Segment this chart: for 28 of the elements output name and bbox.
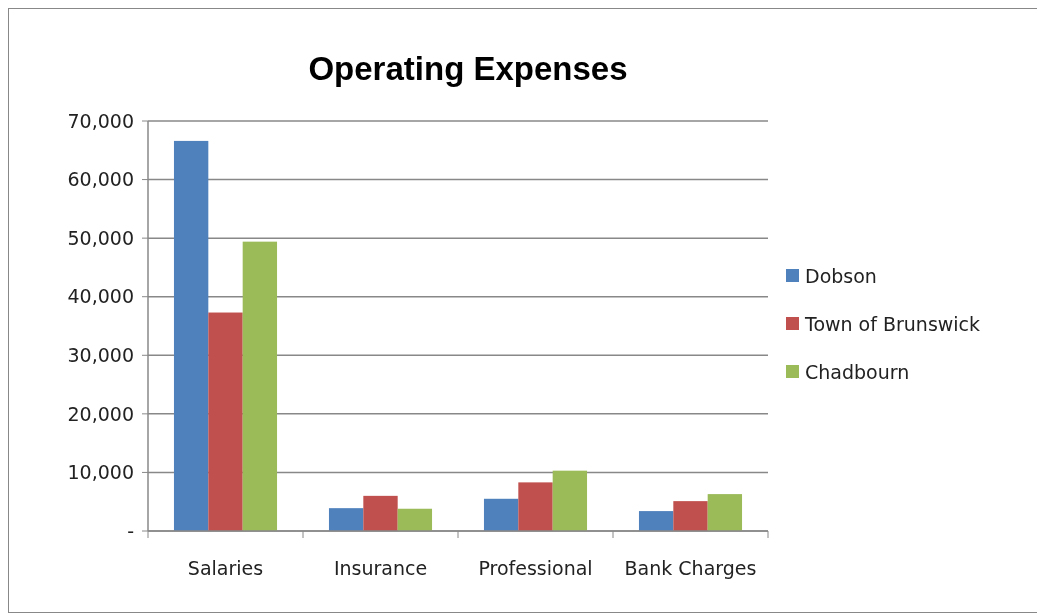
bar: [673, 501, 708, 531]
y-tick-label: 40,000: [67, 285, 134, 308]
x-tick-label: Professional: [478, 557, 593, 579]
bar: [483, 498, 519, 531]
bar: [552, 470, 588, 531]
y-tick-label: 10,000: [67, 461, 134, 484]
bar: [363, 495, 398, 531]
y-tick-label: 30,000: [67, 343, 134, 366]
y-tick-label: 70,000: [67, 109, 134, 132]
x-tick-label: Insurance: [333, 557, 428, 579]
bar: [397, 508, 433, 531]
bar: [638, 511, 674, 531]
legend-label: Chadbourn: [805, 360, 910, 383]
bar: [242, 241, 278, 531]
chart-title: Operating Expenses: [308, 50, 628, 87]
legend-label: Dobson: [805, 264, 877, 287]
bar: [208, 312, 243, 531]
x-tick-label: Bank Charges: [624, 557, 757, 579]
x-tick-label: Salaries: [187, 557, 264, 579]
y-tick-label: -: [127, 519, 134, 542]
bar: [328, 508, 364, 531]
bar: [173, 140, 209, 531]
bar: [518, 482, 553, 531]
y-tick-label: 50,000: [67, 226, 134, 249]
y-tick-label: 60,000: [67, 168, 134, 191]
y-tick-label: 20,000: [67, 402, 134, 425]
legend-label: Town of Brunswick: [804, 312, 981, 335]
bar: [707, 494, 743, 531]
